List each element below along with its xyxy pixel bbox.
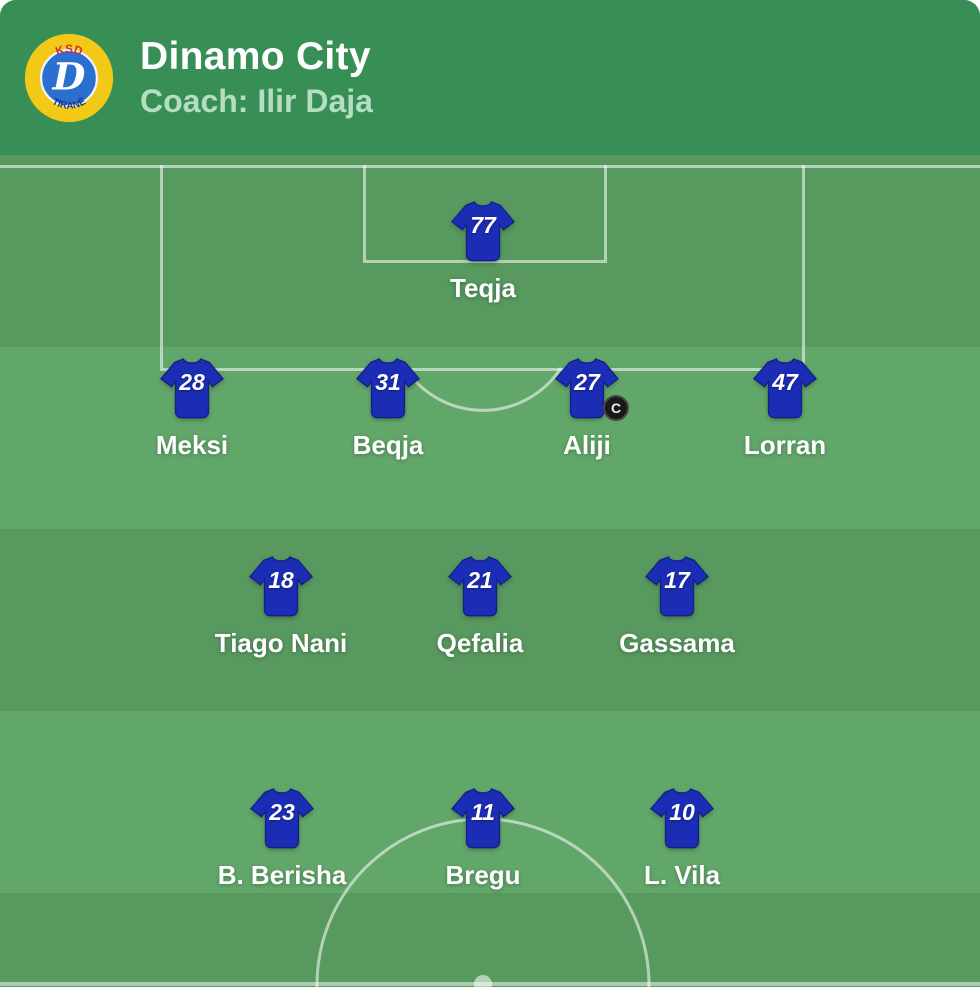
svg-text:KSD: KSD [54,42,84,57]
player-name: Meksi [155,430,229,460]
center-spot [474,975,492,987]
jersey-number: 47 [772,369,798,395]
jersey-icon: 77 [450,195,516,267]
coach-line: Coach: Ilir Daja [140,82,373,119]
jersey-icon: 21 [447,550,513,622]
jersey-number: 11 [471,799,495,825]
goal-line [0,165,980,168]
team-logo: KSD TIRANË D [24,33,114,123]
jersey-icon: 11 [450,782,516,854]
jersey-icon: 17 [644,550,710,622]
player-bregu[interactable]: 11 Bregu [403,782,563,891]
player-teqja[interactable]: 77 Teqja [403,195,563,304]
team-name: Dinamo City [140,34,371,78]
jersey-icon: 31 [355,352,421,424]
jersey-number: 27 [574,369,600,395]
jersey-number: 18 [268,567,294,593]
player-name: Teqja [450,273,516,303]
jersey-number: 77 [470,212,496,238]
player-b-berisha[interactable]: 23 B. Berisha [202,782,362,891]
captain-badge: C [603,395,629,421]
player-name: L. Vila [643,860,721,890]
player-lorran[interactable]: 47 Lorran [705,352,865,461]
jersey-number: 10 [669,799,695,825]
jersey-icon: 23 [249,782,315,854]
jersey-number: 28 [179,369,205,395]
player-name: Tiago Nani [214,628,348,658]
player-beqja[interactable]: 31 Beqja [308,352,468,461]
club-crest-icon: KSD TIRANË D [24,33,114,122]
player-gassama[interactable]: 17 Gassama [597,550,757,659]
header-text: Dinamo City Coach: Ilir Daja [140,34,373,119]
player-name: Gassama [619,628,735,658]
player-qefalia[interactable]: 21 Qefalia [400,550,560,659]
player-name: Qefalia [436,628,524,658]
goal-box [363,165,607,263]
jersey-number: 17 [664,567,690,593]
player-l-vila[interactable]: 10 L. Vila [602,782,762,891]
crest-top-text: KSD [54,42,84,57]
jersey-icon: 47 [752,352,818,424]
svg-text:TIRANË: TIRANË [50,96,88,112]
crest-bottom-text: TIRANË [50,96,88,112]
player-meksi[interactable]: 28 Meksi [112,352,272,461]
player-name: Aliji [563,430,611,460]
player-tiago-nani[interactable]: 18 Tiago Nani [201,550,361,659]
jersey-number: 31 [375,369,401,395]
player-name: Lorran [743,430,827,460]
player-name: B. Berisha [217,860,347,890]
jersey-icon: 18 [248,550,314,622]
player-name: Bregu [445,860,521,890]
jersey-number: 23 [269,799,295,825]
player-name: Beqja [352,430,424,460]
jersey-number: 21 [467,567,493,593]
player-aliji[interactable]: 27 C Aliji [507,352,667,461]
jersey-icon: 10 [649,782,715,854]
jersey-icon: 28 [159,352,225,424]
pitch: 77 Teqja 28 Meksi 31 Beqja 27 C [0,155,980,987]
halfway-line [0,982,980,986]
crest-monogram: D [52,54,86,98]
jersey-icon: 27 C [554,352,629,424]
team-header: KSD TIRANË D Dinamo City Coach: Ilir Daj… [0,0,980,155]
